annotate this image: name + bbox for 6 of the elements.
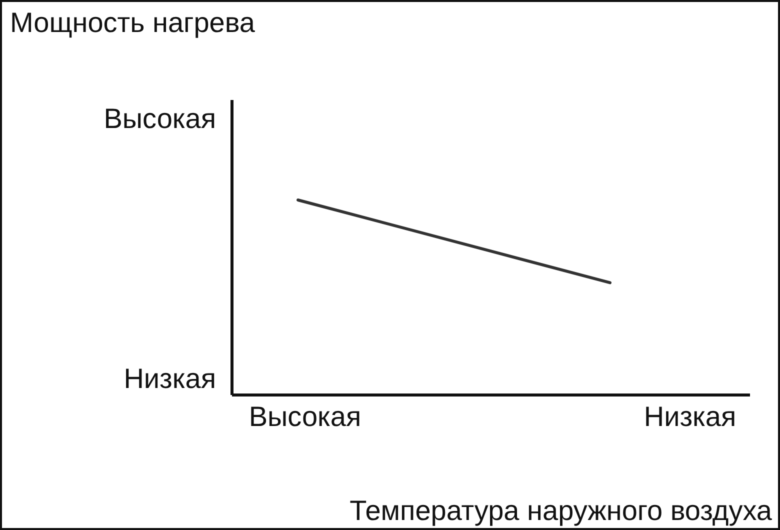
x-axis-title: Температура наружного воздуха <box>350 495 772 526</box>
text: Низкая <box>644 400 736 432</box>
text: Высокая <box>248 400 362 432</box>
text: Высокая <box>104 102 216 134</box>
chart-title: Мощность нагрева <box>10 7 256 38</box>
text: Низкая <box>124 362 216 394</box>
